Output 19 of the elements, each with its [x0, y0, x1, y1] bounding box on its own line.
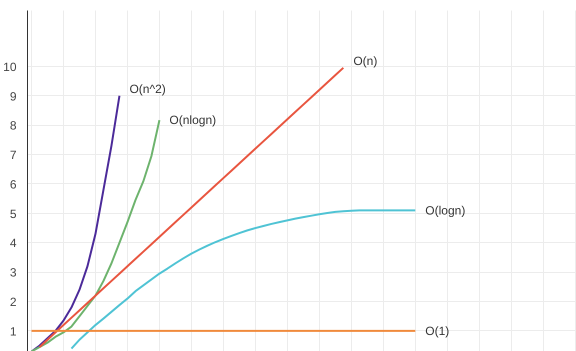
y-tick-label: 7	[10, 148, 17, 162]
line-series	[70, 209, 416, 350]
series-label: O(nlogn)	[169, 113, 216, 128]
y-tick-label: 6	[10, 177, 17, 192]
y-tick-label: 2	[10, 295, 17, 310]
line-series	[30, 94, 120, 351]
y-tick-label: 5	[10, 206, 17, 221]
series-label: O(n)	[353, 54, 378, 68]
y-tick-label: 4	[10, 236, 17, 250]
series-label: O(1)	[425, 324, 450, 338]
line-series	[30, 119, 160, 351]
y-tick-label: 1	[10, 324, 17, 338]
line-series	[38, 66, 344, 348]
series-label: O(n^2)	[129, 82, 166, 96]
y-tick-label: 3	[10, 266, 17, 280]
series-label: O(logn)	[425, 203, 466, 218]
y-tick-label: 9	[10, 89, 17, 104]
y-tick-label: 8	[10, 118, 17, 133]
y-tick-label: 10	[3, 60, 17, 74]
